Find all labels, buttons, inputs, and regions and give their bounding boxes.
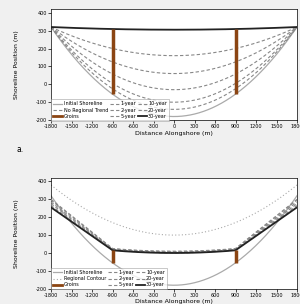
Y-axis label: Shoreline Position (m): Shoreline Position (m)	[14, 199, 19, 268]
Text: a.: a.	[16, 144, 24, 154]
X-axis label: Distance Alongshore (m): Distance Alongshore (m)	[135, 299, 213, 304]
Legend: Initial Shoreline, Regional Contour, Groins, 1-year, 2-year, 5-year, 10-year, 20: Initial Shoreline, Regional Contour, Gro…	[52, 268, 167, 289]
X-axis label: Distance Alongshore (m): Distance Alongshore (m)	[135, 131, 213, 136]
Y-axis label: Shoreline Position (m): Shoreline Position (m)	[14, 30, 19, 99]
Legend: Initial Shoreline, No Regional Trend, Groins, 1-year, 2-year, 5-year, 10-year, 2: Initial Shoreline, No Regional Trend, Gr…	[52, 99, 169, 121]
